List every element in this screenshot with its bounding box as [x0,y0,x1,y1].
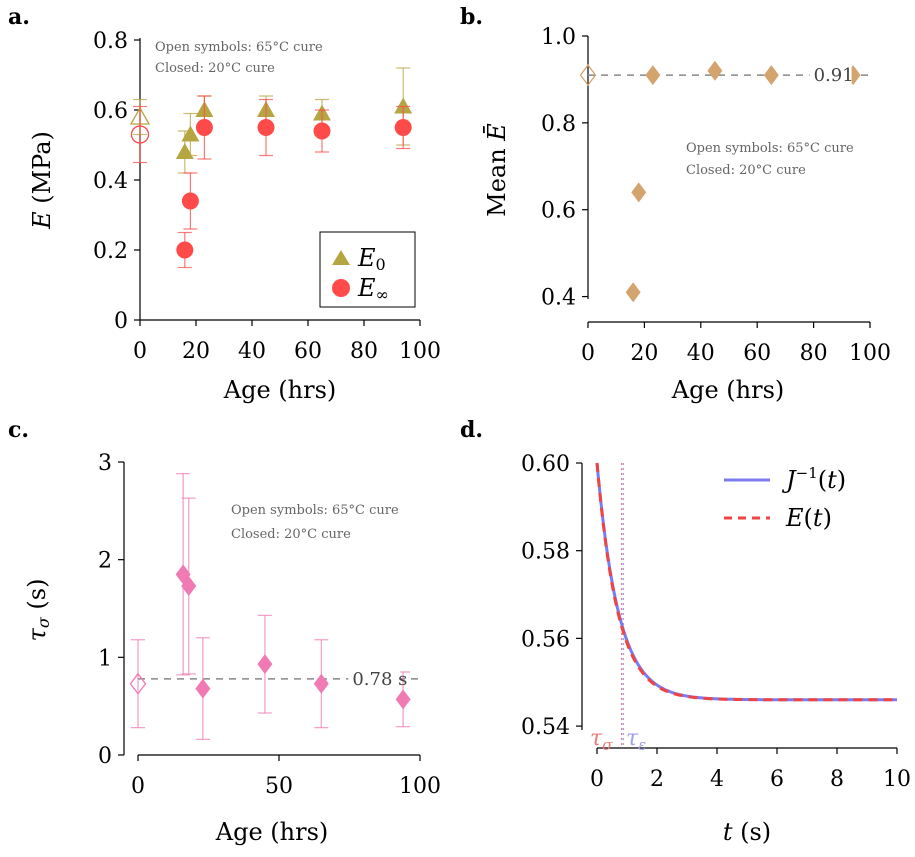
y-tick-label-c-0: 0 [98,744,112,769]
legend-label-einf: E∞ [357,274,389,304]
reference-line-label-b: 0.91 [814,65,854,86]
y-tick-label-c-1: 1 [98,646,112,671]
panel-label-a: a. [8,4,30,30]
y-tick-label-a-3: 0.6 [93,99,128,124]
tau-epsilon-label: τε [626,726,646,754]
point-b-0-2 [645,65,661,86]
x-axis-label-a: Age (hrs) [223,376,337,404]
y-tick-label-d-3: 0.60 [521,452,570,477]
x-tick-label-b-1: 20 [630,341,658,366]
point-c-0-open [129,672,147,695]
legend-label-et: E(t) [785,504,832,532]
x-tick-label-b-4: 80 [800,341,828,366]
legend-a: E0 E∞ [319,231,416,308]
y-tick-label-a-0: 0 [114,309,128,334]
x-tick-label-a-2: 40 [238,339,266,364]
x-axis-label-b: Age (hrs) [671,376,785,404]
y-tick-label-a-4: 0.8 [93,29,128,54]
annotation-c-line1: Open symbols: 65°C cure [231,503,399,518]
point-a-1-3 [257,119,275,136]
panel-label-b: b. [460,4,483,30]
point-a-0-5 [394,97,413,114]
x-tick-label-a-4: 80 [350,339,378,364]
reference-label-bg-b [809,63,852,88]
x-tick-label-a-5: 100 [399,339,441,364]
annotation-a-line2: Closed: 20°C cure [155,61,275,76]
reference-label-bg-c [348,666,401,691]
point-a-1-1 [181,192,199,210]
curve-1 [595,462,897,702]
panel-c: 0 50 100 0 1 2 3 0.78 s Open symbols: 65°C cur… [23,451,441,846]
point-c-0-5 [395,689,411,710]
y-tick-label-c-2: 2 [98,549,112,574]
reference-line-label-c: 0.78 s [352,669,407,690]
point-b-0-3 [707,60,723,81]
y-tick-label-b-3: 1.0 [541,25,576,50]
legend-d: J−1(t) E(t) [724,464,846,532]
point-a-1-4 [313,122,331,140]
x-tick-label-a-1: 20 [182,339,210,364]
point-a-1-2 [195,119,213,136]
annotation-b-line1: Open symbols: 65°C cure [686,141,854,156]
point-c-0-2 [195,678,211,699]
x-tick-label-a-0: 0 [133,339,147,364]
point-c-0-4 [313,673,329,694]
x-tick-label-c-0: 0 [131,774,145,799]
tau-sigma-label: τσ [590,726,613,754]
y-tick-label-a-1: 0.2 [93,239,128,264]
annotation-b-line2: Closed: 20°C cure [686,163,806,178]
x-axis-label-c: Age (hrs) [215,818,329,846]
x-tick-label-d-2: 4 [710,767,724,792]
legend-marker-e0 [332,250,350,265]
point-a-1-open [130,125,150,144]
x-tick-label-b-5: 100 [849,341,891,366]
x-axis-label-d: t (s) [723,818,771,846]
x-tick-label-d-5: 10 [883,767,911,792]
x-tick-label-d-3: 6 [770,767,784,792]
point-a-0-1 [181,125,200,142]
y-tick-label-d-0: 0.54 [521,715,570,740]
panel-a: 0 20 40 60 80 100 0 0.2 0.4 0.6 0.8 Open symbols: … [28,29,441,404]
x-tick-label-d-4: 8 [830,767,844,792]
annotation-a-line1: Open symbols: 65°C cure [155,40,323,55]
point-a-1-0 [176,241,194,259]
point-a-0-0 [175,143,194,159]
x-tick-label-d-0: 0 [590,767,604,792]
x-tick-label-b-3: 60 [743,341,771,366]
legend-label-jinv: J−1(t) [781,464,846,494]
panel-label-d: d. [460,417,483,443]
point-c-0-3 [257,654,273,675]
y-axis-label-c: τσ (s) [23,579,53,642]
legend-label-e0: E0 [357,244,386,274]
point-b-0-open [579,64,597,87]
y-tick-label-a-2: 0.4 [93,169,128,194]
x-tick-label-b-2: 40 [687,341,715,366]
annotation-c-line2: Closed: 20°C cure [231,527,351,542]
y-tick-label-d-2: 0.58 [521,540,570,565]
curve-0 [595,462,897,702]
point-c-0-1 [181,576,197,597]
x-tick-label-b-0: 0 [581,341,595,366]
y-tick-label-b-1: 0.6 [541,199,576,224]
point-b-0-4 [763,65,779,86]
x-tick-label-a-3: 60 [294,339,322,364]
legend-marker-einf [332,279,350,297]
y-tick-label-d-1: 0.56 [521,627,570,652]
y-axis-label-a: E (MPa) [28,131,56,230]
panel-label-c: c. [8,417,29,443]
panel-b: 0 20 40 60 80 100 0.4 0.6 0.8 1.0 0.91 Open symbo… [483,25,891,404]
panel-d: 0 2 4 6 8 10 0.54 0.56 0.58 0.60 J−1(t) E(t) t (s… [521,452,911,846]
x-tick-label-c-2: 100 [399,774,441,799]
x-tick-label-c-1: 50 [265,774,293,799]
point-b-0-1 [631,182,647,203]
y-tick-label-c-3: 3 [98,451,112,476]
y-axis-label-b: Mean Ē [483,123,511,217]
point-b-0-0 [625,282,641,303]
y-tick-label-b-0: 0.4 [541,286,576,311]
y-tick-label-b-2: 0.8 [541,112,576,137]
point-a-1-5 [394,119,412,136]
x-tick-label-d-1: 2 [650,767,664,792]
